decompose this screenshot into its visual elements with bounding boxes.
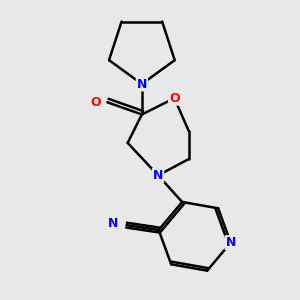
Text: N: N (153, 169, 163, 182)
Text: N: N (137, 77, 147, 91)
Text: O: O (169, 92, 180, 105)
Text: N: N (108, 217, 119, 230)
Text: O: O (91, 96, 101, 109)
Text: N: N (226, 236, 236, 249)
